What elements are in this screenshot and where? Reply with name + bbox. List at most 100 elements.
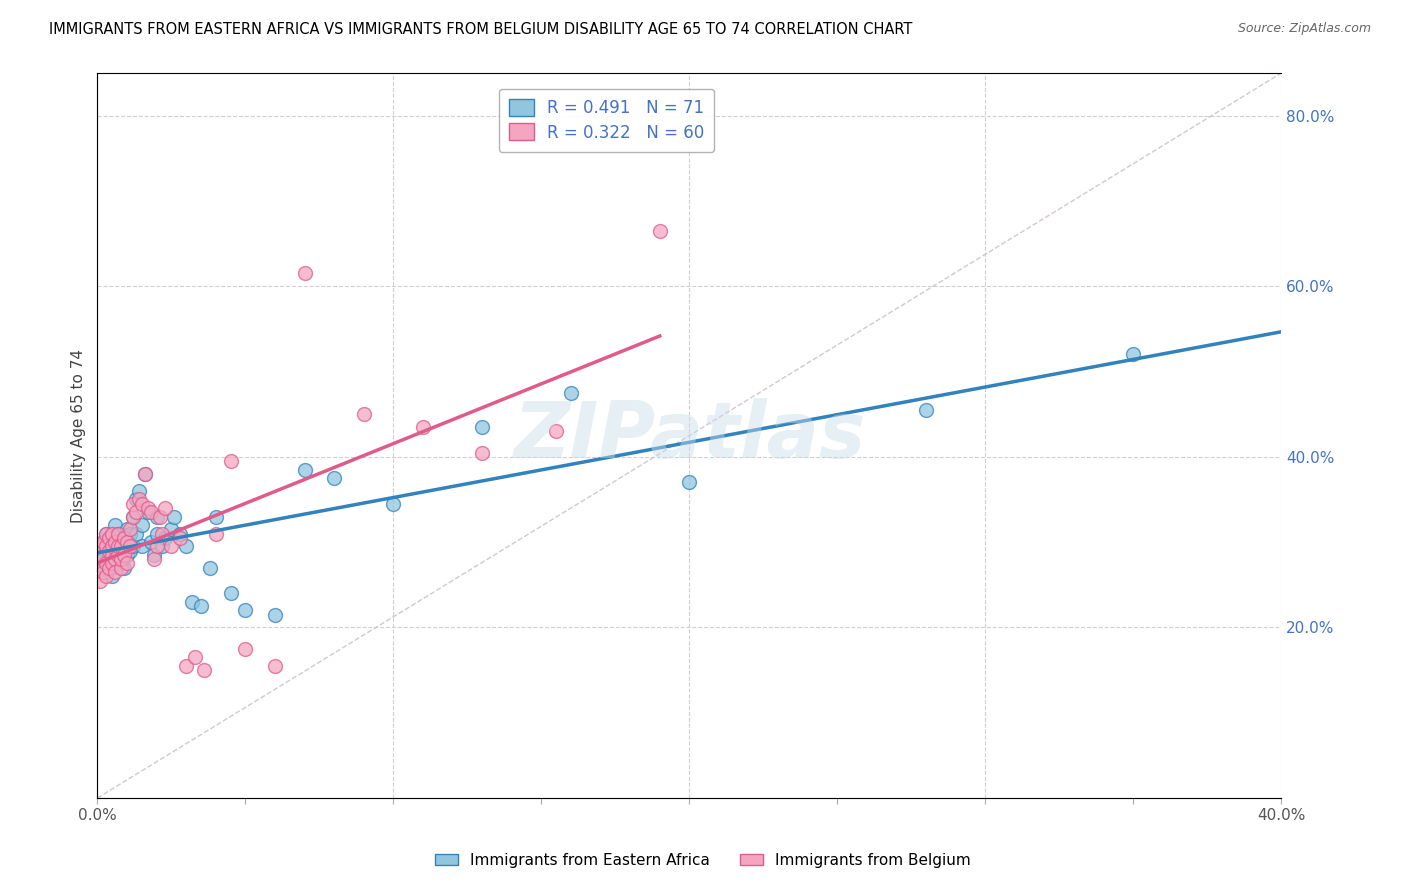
Point [181,595,204,609]
Point [104,535,127,549]
Point [122,540,145,554]
Point [294,267,316,281]
Point [118,540,141,554]
Point [101,526,124,541]
Point [91,535,114,549]
Point [110,560,132,574]
Point [128,492,150,507]
Point [142,548,165,562]
Point [98,560,121,574]
Point [91,560,114,574]
Point [98,531,121,545]
Point [174,540,197,554]
Point [155,531,177,545]
Point [471,445,494,459]
Point [125,526,148,541]
Point [107,526,129,541]
Point [915,403,938,417]
Point [134,467,156,481]
Point [104,518,127,533]
Point [98,540,121,554]
Point [115,548,138,562]
Point [198,560,221,574]
Point [264,658,287,673]
Point [160,522,183,536]
Point [131,497,153,511]
Point [101,548,124,562]
Point [89,552,111,566]
Point [184,650,207,665]
Point [104,531,127,545]
Point [560,385,582,400]
Point [91,565,114,579]
Point [235,641,257,656]
Point [89,540,111,554]
Point [107,526,129,541]
Point [89,560,111,574]
Point [152,540,174,554]
Point [107,540,129,554]
Point [142,552,165,566]
Point [101,560,124,574]
Point [104,552,127,566]
Point [101,569,124,583]
Point [110,557,132,571]
Point [678,475,700,490]
Point [96,543,118,558]
Point [101,526,124,541]
Point [235,603,257,617]
Point [101,540,124,554]
Point [145,509,167,524]
Legend: Immigrants from Eastern Africa, Immigrants from Belgium: Immigrants from Eastern Africa, Immigran… [429,847,977,873]
Point [110,540,132,554]
Point [118,522,141,536]
Point [96,557,118,571]
Point [118,543,141,558]
Point [89,540,111,554]
Point [96,569,118,583]
Point [98,548,121,562]
Point [353,407,375,421]
Point [104,548,127,562]
Point [323,471,346,485]
Point [122,509,145,524]
Point [107,548,129,562]
Point [110,552,132,566]
Legend: R = 0.491   N = 71, R = 0.322   N = 60: R = 0.491 N = 71, R = 0.322 N = 60 [499,88,714,152]
Point [91,548,114,562]
Point [101,557,124,571]
Point [112,548,135,562]
Point [125,505,148,519]
Point [1122,347,1144,361]
Point [193,663,215,677]
Point [122,509,145,524]
Point [152,526,174,541]
Point [112,548,135,562]
Point [128,483,150,498]
Point [145,526,167,541]
Point [412,420,434,434]
Point [174,658,197,673]
Point [546,424,568,438]
Point [139,505,162,519]
Point [294,463,316,477]
Point [91,535,114,549]
Point [101,540,124,554]
Text: ZIPatlas: ZIPatlas [513,398,866,474]
Point [648,224,671,238]
Point [122,497,145,511]
Point [115,535,138,549]
Text: IMMIGRANTS FROM EASTERN AFRICA VS IMMIGRANTS FROM BELGIUM DISABILITY AGE 65 TO 7: IMMIGRANTS FROM EASTERN AFRICA VS IMMIGR… [49,22,912,37]
Point [91,552,114,566]
Point [219,454,242,468]
Point [96,557,118,571]
Point [131,518,153,533]
Point [163,509,186,524]
Point [125,492,148,507]
Point [471,420,494,434]
Point [89,574,111,588]
Point [131,540,153,554]
Point [101,548,124,562]
Point [148,509,170,524]
Point [204,526,226,541]
